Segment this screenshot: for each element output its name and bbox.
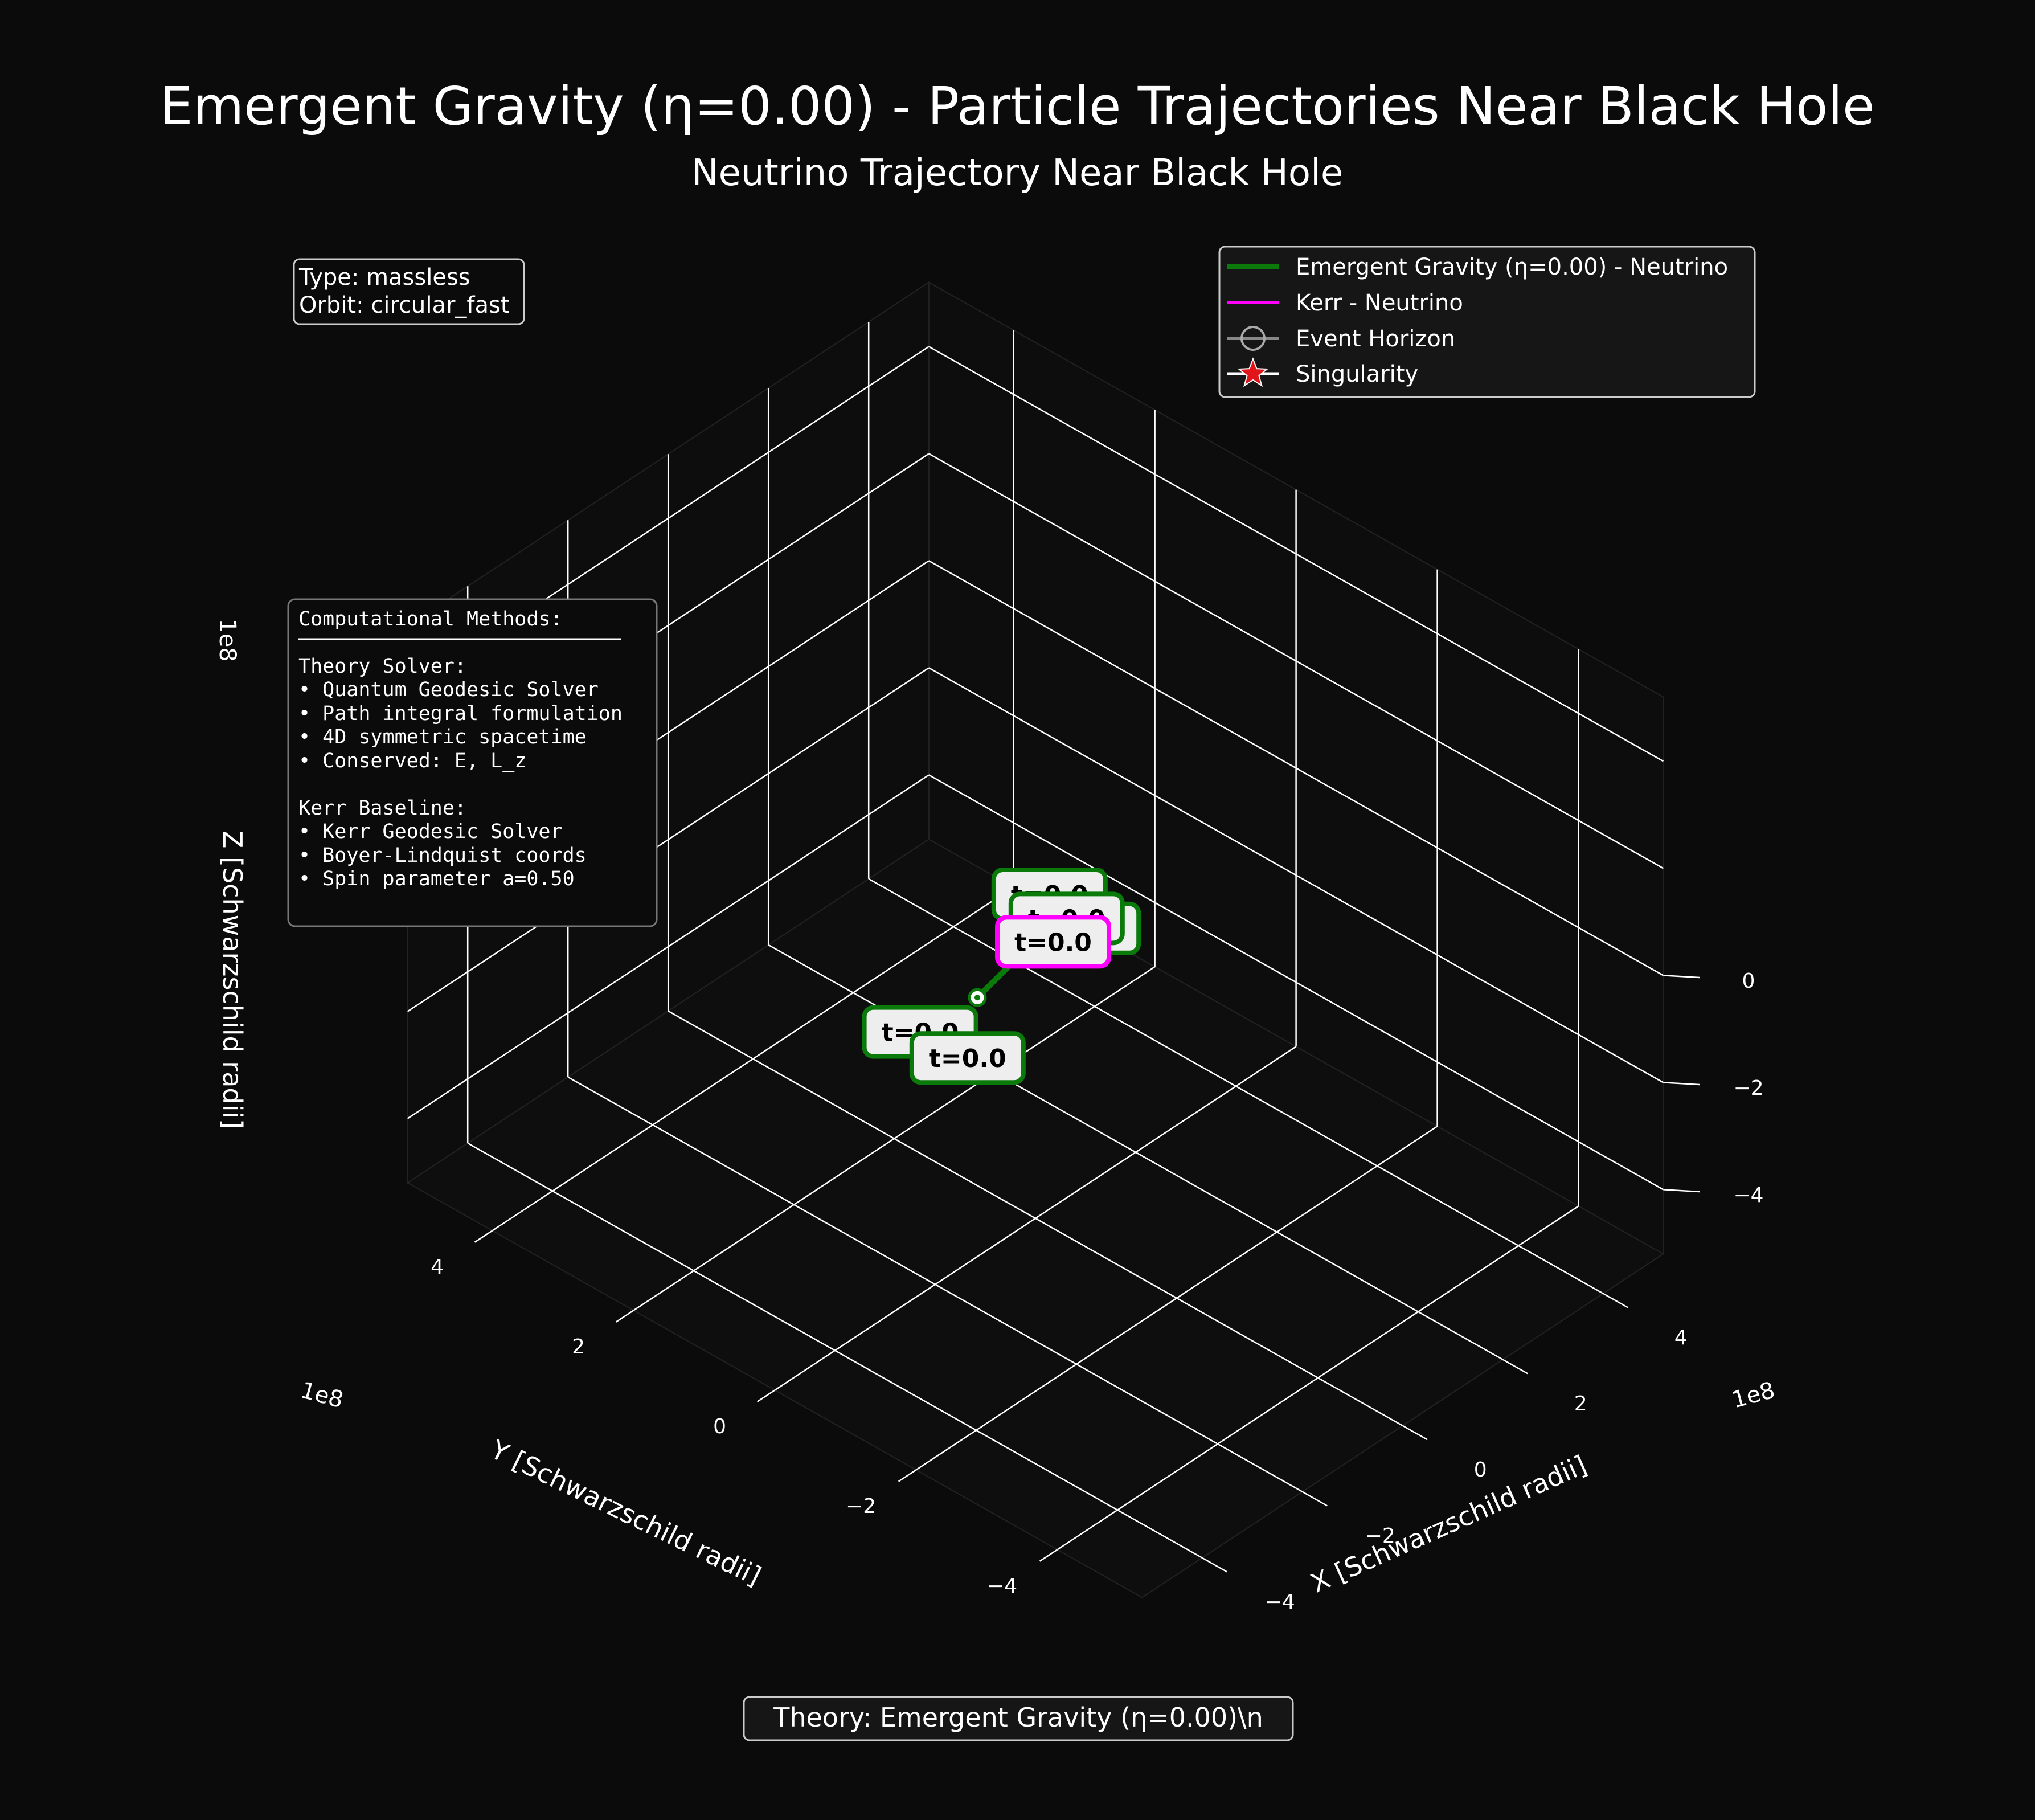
- footer-frame: [743, 1696, 1294, 1741]
- x-axis-label: X [Schwarzschild radii]: [1306, 1449, 1591, 1599]
- time-label-box: [909, 1031, 1026, 1085]
- singularity-star-icon: [1237, 357, 1269, 387]
- info-type: Type: massless: [298, 264, 470, 291]
- legend-kerr-label: Kerr - Neutrino: [1296, 290, 1463, 316]
- grid-line: [668, 1010, 1403, 1426]
- footer-text: Theory: Emergent Gravity (η=0.00)\n: [773, 1702, 1263, 1733]
- y-tick-label: −2: [1365, 1524, 1395, 1548]
- y-tick-label: 2: [1574, 1392, 1587, 1416]
- methods-line: Theory Solver:: [298, 655, 466, 678]
- info-box: Type: massless Orbit: circular_fast: [293, 258, 525, 325]
- grid-line: [928, 774, 1664, 1191]
- z-multiplier: 1e8: [214, 619, 240, 662]
- legend-theory-label: Emergent Gravity (η=0.00) - Neutrino: [1296, 254, 1728, 280]
- x-tick-mark: [756, 1389, 776, 1402]
- grid-line: [928, 346, 1664, 762]
- methods-line: • Kerr Geodesic Solver: [298, 820, 563, 843]
- z-tick-mark: [1663, 975, 1700, 979]
- methods-line: • 4D symmetric spacetime: [298, 726, 587, 749]
- info-orbit: Orbit: circular_fast: [299, 292, 510, 318]
- grid-line: [868, 878, 1604, 1294]
- y-multiplier: 1e8: [298, 1377, 346, 1413]
- grid-line: [407, 774, 930, 1119]
- y-axis-label: Y [Schwarzschild radii]: [485, 1434, 766, 1592]
- tick-labels: −4 −2 0 2 4 −4 −2 0 2 4 −4 −2 0: [431, 970, 1763, 1614]
- time-label-box: [995, 915, 1111, 969]
- annotation-layer: t=0.0t=0.0t=0.0t=0.0t=0.0t=0.0: [862, 868, 1141, 1085]
- methods-heading: Computational Methods:: [298, 608, 563, 631]
- z-axis-label: Z [Schwarzschild radii]: [217, 831, 248, 1129]
- trajectory-point-core: [974, 995, 980, 1001]
- z-tick-mark: [1663, 1082, 1700, 1086]
- y-tick-mark: [1302, 1491, 1328, 1507]
- methods-line: Kerr Baseline:: [298, 797, 466, 820]
- y-tick-label: −4: [1265, 1590, 1295, 1614]
- methods-line: • Quantum Geodesic Solver: [298, 678, 599, 701]
- legend-frame: [1218, 246, 1756, 398]
- x-tick-mark: [615, 1310, 634, 1323]
- x-multiplier: 1e8: [1729, 1377, 1778, 1413]
- grid-line: [407, 667, 930, 1012]
- z-tick-mark: [1663, 1189, 1700, 1193]
- grid-line: [928, 560, 1664, 976]
- methods-box: Computational Methods: Theory Solver: • …: [287, 598, 658, 927]
- info-box-frame: [293, 258, 525, 325]
- legend-horizon-icon: [1240, 326, 1266, 351]
- y-tick-mark: [1202, 1557, 1227, 1573]
- y-tick-mark: [1402, 1425, 1428, 1441]
- grid-line: [633, 966, 1156, 1311]
- time-label: t=0.0: [929, 1044, 1006, 1073]
- y-tick-mark: [1603, 1293, 1628, 1308]
- y-tick-label: 4: [1674, 1326, 1688, 1349]
- y-tick-label: 0: [1474, 1458, 1487, 1482]
- grid-line: [928, 667, 1664, 1083]
- footer-box: Theory: Emergent Gravity (η=0.00)\n: [743, 1696, 1294, 1741]
- grid-line: [928, 453, 1664, 869]
- x-tick-mark: [1039, 1549, 1058, 1562]
- x-tick-label: −4: [987, 1574, 1017, 1598]
- z-tick-label: −2: [1733, 1077, 1763, 1100]
- methods-line: • Boyer-Lindquist coords: [298, 844, 587, 867]
- x-tick-mark: [474, 1230, 493, 1243]
- legend-horizon-label: Event Horizon: [1296, 326, 1455, 352]
- legend-singularity-label: Singularity: [1296, 361, 1418, 387]
- chart-subtitle: Neutrino Trajectory Near Black Hole: [691, 152, 1343, 194]
- z-tick-label: −4: [1733, 1184, 1763, 1207]
- y-tick-mark: [1502, 1359, 1528, 1375]
- grid-line: [492, 886, 1014, 1232]
- x-tick-label: 2: [572, 1335, 585, 1359]
- x-tick-label: −2: [846, 1495, 876, 1518]
- methods-box-frame: [287, 598, 658, 927]
- methods-line: • Path integral formulation: [298, 702, 623, 725]
- x-tick-label: 0: [713, 1415, 726, 1438]
- x-tick-label: 4: [431, 1255, 444, 1279]
- x-tick-mark: [898, 1469, 917, 1482]
- z-tick-label: 0: [1742, 970, 1755, 993]
- methods-line: • Conserved: E, L_z: [298, 750, 526, 772]
- methods-line: • Spin parameter a=0.50: [298, 868, 575, 890]
- legend: Emergent Gravity (η=0.00) - Neutrino Ker…: [1218, 246, 1756, 398]
- figure-title: Emergent Gravity (η=0.00) - Particle Tra…: [159, 76, 1874, 137]
- time-label: t=0.0: [1014, 928, 1092, 957]
